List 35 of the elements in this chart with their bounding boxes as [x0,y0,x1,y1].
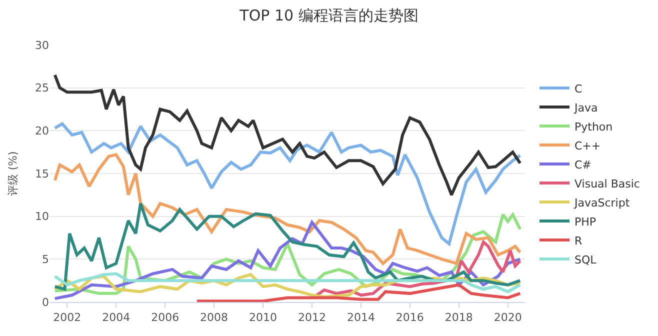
legend-label: Python [574,120,613,134]
legend-label: PHP [574,215,596,228]
x-tick-label: 2014 [346,311,375,324]
y-tick-label: 30 [35,38,49,52]
y-tick-label: 15 [35,167,49,180]
legend-label: R [574,234,582,248]
legend-label: C# [574,158,592,172]
legend-label: JavaScript [574,196,630,210]
x-tick-label: 2008 [200,311,228,324]
y-axis-title: 评级 (%) [6,151,20,196]
line-series [195,283,522,302]
line-series [53,202,522,291]
x-tick-label: 2012 [298,311,326,324]
line-series [53,122,522,246]
line-series [53,272,522,294]
legend-label: Java [574,101,598,114]
y-tick-label: 0 [42,296,49,309]
legend-label: Visual Basic [574,177,640,190]
legend-label: C++ [574,139,601,152]
y-tick-label: 10 [35,210,49,224]
y-tick-label: 20 [35,124,49,138]
y-tick-label: 25 [35,82,49,95]
legend-label: C [574,82,582,96]
chart-title: TOP 10 编程语言的走势图 [238,6,418,25]
x-tick-label: 2020 [494,311,522,324]
x-tick-label: 2002 [53,311,82,324]
x-tick-label: 2016 [396,311,424,324]
legend-label: SQL [574,253,598,266]
x-tick-label: 2010 [249,311,278,324]
x-tick-label: 2018 [444,311,473,324]
line-series [53,153,522,265]
x-tick-label: 2006 [151,311,180,324]
y-tick-label: 5 [42,253,49,266]
x-tick-label: 2004 [102,311,130,324]
line-series [53,73,522,196]
